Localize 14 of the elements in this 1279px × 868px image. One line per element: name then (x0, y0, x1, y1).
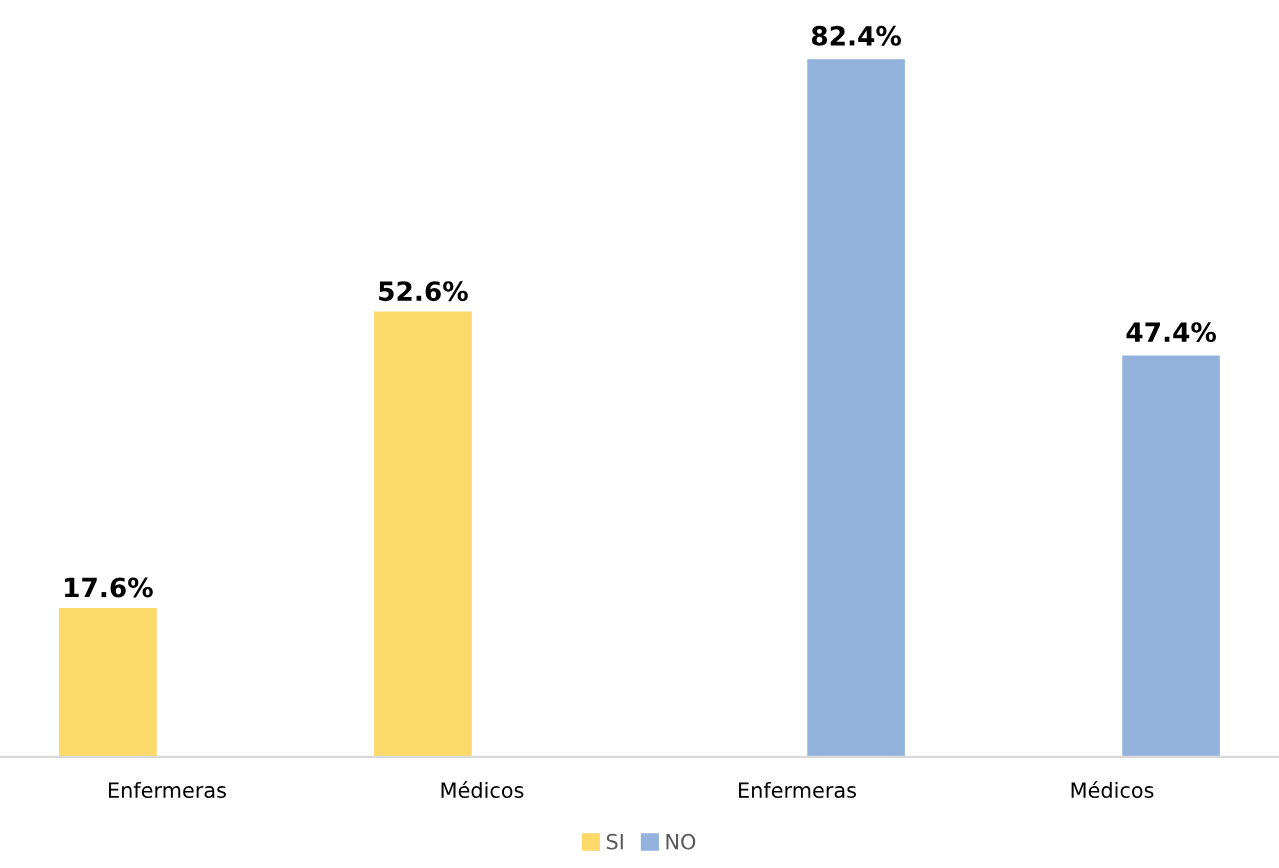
legend-label: SI (606, 833, 623, 850)
data-label: 47.4% (1126, 322, 1217, 343)
x-tick-label: Médicos (1071, 781, 1154, 799)
x-tick-label: Enfermeras (109, 781, 226, 799)
legend-label: NO (666, 833, 696, 850)
data-label: 82.4% (811, 25, 902, 46)
bar (1122, 355, 1220, 757)
x-tick-label: Médicos (441, 781, 524, 799)
x-tick-label: Enfermeras (739, 781, 856, 799)
data-label: 52.6% (379, 281, 468, 302)
data-label: 17.6% (65, 577, 153, 598)
bar (374, 311, 472, 757)
bar (59, 607, 157, 757)
bar (807, 59, 905, 757)
